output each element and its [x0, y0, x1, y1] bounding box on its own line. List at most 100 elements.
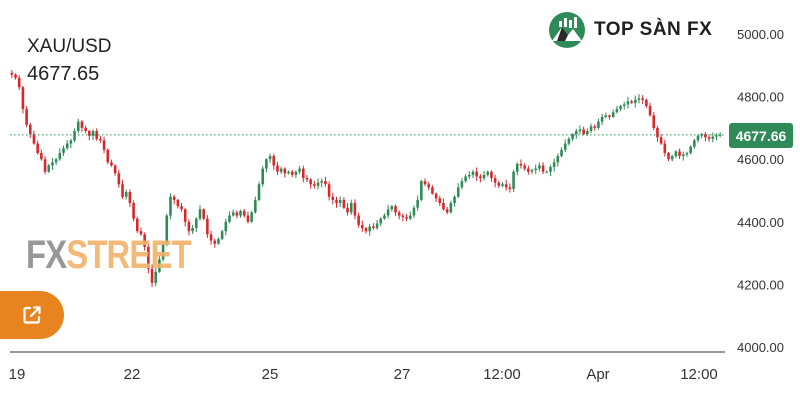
candle-up [453, 196, 456, 204]
brand-logo: TOP SÀN FX [548, 10, 712, 50]
candle-up [512, 171, 515, 189]
candle-down [372, 226, 375, 229]
candle-up [460, 181, 464, 188]
candle-up [69, 140, 73, 144]
candle-up [165, 215, 169, 244]
share-button[interactable] [0, 291, 64, 339]
candle-up [379, 218, 383, 224]
candle-up [224, 221, 228, 232]
candle-up [600, 116, 604, 122]
candle-down [401, 215, 405, 218]
candle-up [552, 162, 556, 168]
candle-down [183, 209, 187, 222]
candle-down [235, 212, 239, 216]
candle-down [25, 109, 28, 125]
candle-down [508, 187, 512, 189]
candle-up [91, 131, 95, 136]
candle-up [589, 126, 593, 132]
candle-up [637, 98, 641, 100]
candle-up [220, 231, 224, 240]
last-price-label: 4677.65 [27, 63, 100, 85]
candle-up [622, 104, 626, 106]
candle-down [150, 268, 154, 283]
candle-up [530, 170, 534, 172]
candle-up [711, 136, 715, 139]
candle-down [301, 168, 305, 178]
candle-up [58, 152, 62, 160]
candle-down [202, 209, 205, 219]
symbol-label: XAU/USD [27, 36, 112, 57]
candle-down [276, 165, 279, 172]
candle-down [327, 184, 331, 197]
candle-down [519, 163, 523, 166]
x-tick-label: Apr [586, 366, 609, 383]
candle-up [169, 196, 172, 216]
candle-down [490, 171, 493, 178]
candle-up [501, 184, 504, 186]
candle-up [62, 148, 65, 153]
candle-up [217, 239, 220, 244]
candle-down [113, 165, 117, 174]
candle-down [88, 131, 91, 136]
candle-down [434, 193, 438, 199]
candle-down [656, 127, 659, 138]
candle-down [479, 176, 482, 178]
y-tick-label: 4600.00 [737, 152, 784, 167]
candle-down [630, 101, 633, 103]
candle-down [43, 159, 47, 172]
candle-up [586, 131, 589, 135]
candle-down [102, 140, 106, 150]
candle-down [648, 105, 652, 116]
candle-up [261, 168, 264, 185]
candle-down [659, 137, 663, 144]
candle-up [611, 112, 615, 117]
candle-down [652, 115, 656, 128]
candle-up [73, 131, 76, 141]
candle-down [309, 179, 312, 185]
candle-up [471, 171, 475, 175]
candle-up [681, 154, 685, 157]
candle-up [567, 138, 571, 144]
candle-up [191, 228, 194, 232]
candle-up [51, 162, 54, 166]
chart-mountain-logo-icon [549, 12, 585, 48]
candle-down [213, 240, 217, 244]
candle-down [427, 184, 431, 188]
candle-down [180, 206, 183, 210]
candle-down [707, 137, 711, 139]
candle-down [431, 187, 434, 194]
candle-up [412, 207, 416, 216]
watermark-part2: STREET [66, 233, 191, 277]
candle-down [493, 177, 497, 183]
candle-up [571, 134, 574, 139]
candle-up [626, 101, 630, 105]
candle-down [246, 215, 250, 222]
candle-up [349, 203, 353, 213]
candle-down [17, 77, 21, 88]
candles-layer [10, 70, 722, 288]
candle-up [198, 209, 202, 219]
candle-up [674, 151, 678, 157]
candle-up [268, 156, 272, 160]
candle-up [578, 129, 582, 132]
candle-up [250, 212, 253, 222]
candle-up [700, 134, 704, 136]
candle-down [283, 168, 287, 174]
candle-down [346, 207, 349, 213]
candle-down [442, 203, 445, 210]
candle-up [534, 168, 537, 171]
candle-up [368, 226, 371, 232]
candle-up [718, 134, 722, 136]
candle-down [305, 177, 309, 180]
candle-up [316, 182, 320, 186]
candle-down [32, 134, 36, 144]
candle-down [95, 131, 98, 139]
candle-down [608, 115, 611, 117]
candle-down [40, 152, 43, 160]
candle-down [135, 218, 139, 232]
candle-down [14, 74, 17, 78]
candle-down [206, 218, 209, 235]
candle-up [574, 131, 578, 135]
candle-up [468, 174, 471, 177]
